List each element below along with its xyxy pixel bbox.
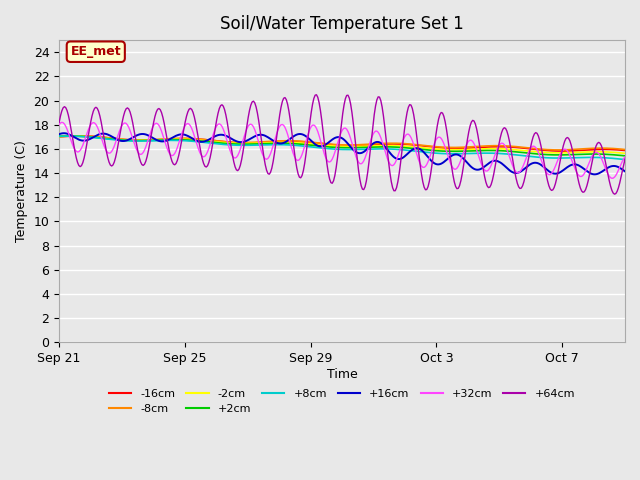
+32cm bbox=[575, 173, 583, 179]
-16cm bbox=[504, 144, 512, 150]
+16cm bbox=[575, 163, 583, 168]
+2cm bbox=[55, 133, 63, 139]
-16cm bbox=[100, 134, 108, 140]
-8cm bbox=[554, 147, 562, 153]
-2cm bbox=[575, 149, 583, 155]
+32cm bbox=[385, 159, 392, 165]
+16cm bbox=[100, 131, 108, 136]
+32cm bbox=[58, 120, 66, 125]
-2cm bbox=[55, 133, 63, 139]
+8cm bbox=[63, 133, 71, 139]
-8cm bbox=[493, 143, 500, 148]
+2cm bbox=[621, 153, 629, 159]
Line: +8cm: +8cm bbox=[59, 136, 625, 160]
-2cm bbox=[493, 146, 500, 152]
+8cm bbox=[493, 150, 500, 156]
+64cm bbox=[99, 126, 106, 132]
+64cm bbox=[493, 156, 500, 162]
+8cm bbox=[100, 136, 108, 142]
-2cm bbox=[385, 143, 392, 148]
-8cm bbox=[577, 146, 584, 152]
+16cm bbox=[449, 152, 457, 158]
-8cm bbox=[55, 133, 63, 139]
+8cm bbox=[449, 151, 457, 156]
Line: +16cm: +16cm bbox=[59, 133, 625, 174]
-16cm bbox=[493, 144, 500, 150]
-16cm bbox=[449, 145, 457, 151]
+32cm bbox=[55, 122, 63, 128]
-2cm bbox=[100, 135, 108, 141]
+8cm bbox=[575, 155, 583, 160]
-16cm bbox=[76, 133, 84, 139]
-2cm bbox=[504, 146, 512, 152]
+32cm bbox=[449, 165, 457, 171]
+8cm bbox=[621, 157, 629, 163]
+2cm bbox=[100, 135, 108, 141]
Title: Soil/Water Temperature Set 1: Soil/Water Temperature Set 1 bbox=[220, 15, 464, 33]
-2cm bbox=[70, 133, 77, 139]
-8cm bbox=[504, 143, 512, 149]
+2cm bbox=[493, 148, 500, 154]
-8cm bbox=[385, 140, 392, 146]
-8cm bbox=[74, 133, 81, 139]
Line: +32cm: +32cm bbox=[59, 122, 625, 178]
-8cm bbox=[449, 144, 457, 150]
+16cm bbox=[385, 148, 392, 154]
+8cm bbox=[55, 133, 63, 139]
-16cm bbox=[577, 147, 584, 153]
Text: EE_met: EE_met bbox=[70, 45, 121, 58]
+16cm bbox=[493, 158, 500, 164]
+64cm bbox=[449, 172, 457, 178]
+2cm bbox=[449, 148, 457, 154]
+8cm bbox=[385, 146, 392, 152]
+32cm bbox=[608, 175, 616, 181]
+32cm bbox=[504, 150, 512, 156]
+2cm bbox=[385, 144, 392, 150]
+64cm bbox=[621, 156, 629, 162]
Legend: -16cm, -8cm, -2cm, +2cm, +8cm, +16cm, +32cm, +64cm: -16cm, -8cm, -2cm, +2cm, +8cm, +16cm, +3… bbox=[105, 384, 579, 419]
+32cm bbox=[493, 148, 500, 154]
+2cm bbox=[504, 148, 512, 154]
+64cm bbox=[55, 120, 63, 125]
Line: +2cm: +2cm bbox=[59, 136, 625, 156]
+16cm bbox=[55, 132, 63, 137]
-16cm bbox=[55, 134, 63, 140]
+64cm bbox=[575, 180, 583, 186]
-8cm bbox=[621, 146, 629, 152]
-16cm bbox=[385, 141, 392, 147]
+64cm bbox=[385, 160, 392, 166]
-16cm bbox=[621, 147, 629, 153]
+32cm bbox=[100, 142, 108, 148]
-2cm bbox=[449, 147, 457, 153]
+64cm bbox=[611, 192, 618, 197]
Line: -8cm: -8cm bbox=[59, 136, 625, 150]
+16cm bbox=[621, 168, 629, 174]
+16cm bbox=[591, 171, 598, 177]
+16cm bbox=[61, 131, 68, 136]
+64cm bbox=[312, 92, 320, 97]
Line: -16cm: -16cm bbox=[59, 136, 625, 151]
Y-axis label: Temperature (C): Temperature (C) bbox=[15, 140, 28, 242]
-2cm bbox=[621, 150, 629, 156]
+8cm bbox=[504, 151, 512, 157]
-8cm bbox=[100, 134, 108, 140]
X-axis label: Time: Time bbox=[326, 368, 358, 381]
Line: -2cm: -2cm bbox=[59, 136, 625, 153]
Line: +64cm: +64cm bbox=[59, 95, 625, 194]
+32cm bbox=[621, 154, 629, 160]
+2cm bbox=[67, 133, 75, 139]
+64cm bbox=[504, 132, 512, 138]
+2cm bbox=[575, 152, 583, 157]
-16cm bbox=[558, 148, 566, 154]
+16cm bbox=[504, 166, 512, 172]
